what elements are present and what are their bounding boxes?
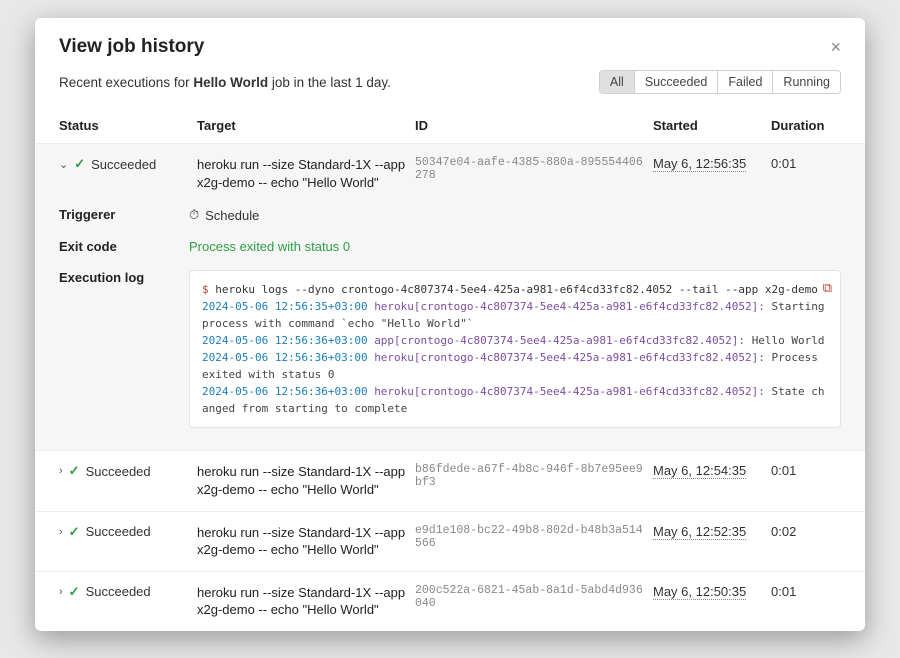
id-cell: 200c522a-6821-45ab-8a1d-5abd4d936040 [415, 584, 645, 610]
started-cell: May 6, 12:54:35 [653, 463, 746, 479]
execution-log-label: Execution log [59, 270, 189, 285]
subhead-prefix: Recent executions for [59, 75, 193, 90]
log-line: 2024-05-06 12:56:36+03:00 heroku[crontog… [202, 349, 828, 383]
col-started: Started [653, 118, 763, 133]
stopwatch-icon: ⏱ [189, 207, 199, 223]
target-cell: heroku run --size Standard-1X --app x2g-… [197, 463, 407, 498]
status-text: Succeeded [91, 157, 156, 172]
target-cell: heroku run --size Standard-1X --app x2g-… [197, 524, 407, 559]
copy-icon[interactable]: ⧉ [823, 279, 832, 299]
log-lines: 2024-05-06 12:56:35+03:00 heroku[crontog… [202, 298, 828, 417]
check-icon: ✓ [69, 463, 80, 479]
job-name: Hello World [193, 75, 268, 90]
log-command: $ heroku logs --dyno crontogo-4c807374-5… [202, 281, 828, 298]
duration-cell: 0:01 [771, 463, 851, 478]
status-text: Succeeded [86, 464, 151, 479]
execution-log: ⧉ $ heroku logs --dyno crontogo-4c807374… [189, 270, 841, 428]
table-row: › ✓ Succeeded heroku run --size Standard-1… [35, 511, 865, 571]
exit-code-value: Process exited with status 0 [189, 239, 841, 254]
filter-tab-failed[interactable]: Failed [718, 71, 773, 93]
prompt-dollar: $ [202, 283, 215, 296]
filter-tabs: All Succeeded Failed Running [599, 70, 841, 94]
subhead-text: Recent executions for Hello World job in… [59, 75, 391, 90]
subhead-suffix: job in the last 1 day. [268, 75, 391, 90]
modal-header: View job history × [35, 18, 865, 62]
id-cell: b86fdede-a67f-4b8c-946f-8b7e95ee9bf3 [415, 463, 645, 489]
id-cell: e9d1e108-bc22-49b8-802d-b48b3a514566 [415, 524, 645, 550]
log-command-text: heroku logs --dyno crontogo-4c807374-5ee… [215, 283, 818, 296]
check-icon: ✓ [74, 156, 85, 172]
filter-tab-running[interactable]: Running [773, 71, 840, 93]
started-cell: May 6, 12:52:35 [653, 524, 746, 540]
status-text: Succeeded [86, 524, 151, 539]
check-icon: ✓ [69, 524, 80, 540]
table-row: › ✓ Succeeded heroku run --size Standard-1… [35, 450, 865, 510]
col-status: Status [59, 118, 189, 133]
collapsed-rows: › ✓ Succeeded heroku run --size Standard-1… [35, 450, 865, 631]
col-id: ID [415, 118, 645, 133]
status-cell: ⌄ ✓ Succeeded [59, 156, 189, 172]
table-row: ⌄ ✓ Succeeded heroku run --size Standard… [35, 144, 865, 199]
status-text: Succeeded [86, 584, 151, 599]
col-duration: Duration [771, 118, 851, 133]
duration-cell: 0:01 [771, 584, 851, 599]
log-line: 2024-05-06 12:56:36+03:00 heroku[crontog… [202, 383, 828, 417]
duration-cell: 0:01 [771, 156, 851, 171]
id-cell: 50347e04-aafe-4385-880a-895554406278 [415, 156, 645, 182]
filter-tab-succeeded[interactable]: Succeeded [635, 71, 719, 93]
started-cell: May 6, 12:50:35 [653, 584, 746, 600]
close-icon[interactable]: × [830, 37, 841, 58]
filter-tab-all[interactable]: All [600, 71, 635, 93]
started-cell: May 6, 12:56:35 [653, 156, 746, 172]
job-table: Status Target ID Started Duration ⌄ ✓ Su… [35, 108, 865, 631]
triggerer-value: ⏱ Schedule [189, 207, 841, 223]
row-detail: Triggerer ⏱ Schedule Exit code Process e… [35, 199, 865, 450]
table-header: Status Target ID Started Duration [35, 108, 865, 144]
triggerer-label: Triggerer [59, 207, 189, 222]
chevron-down-icon[interactable]: ⌄ [59, 158, 68, 171]
modal-title: View job history [59, 36, 204, 58]
subhead-row: Recent executions for Hello World job in… [35, 62, 865, 108]
chevron-right-icon[interactable]: › [59, 526, 63, 538]
log-line: 2024-05-06 12:56:36+03:00 app[crontogo-4… [202, 332, 828, 349]
duration-cell: 0:02 [771, 524, 851, 539]
exit-code-label: Exit code [59, 239, 189, 254]
triggerer-text: Schedule [205, 208, 259, 223]
log-line: 2024-05-06 12:56:35+03:00 heroku[crontog… [202, 298, 828, 332]
col-target: Target [197, 118, 407, 133]
job-history-modal: View job history × Recent executions for… [35, 18, 865, 631]
table-row: › ✓ Succeeded heroku run --size Standard-1… [35, 571, 865, 631]
target-cell: heroku run --size Standard-1X --app x2g-… [197, 584, 407, 619]
chevron-right-icon[interactable]: › [59, 465, 63, 477]
chevron-right-icon[interactable]: › [59, 586, 63, 598]
check-icon: ✓ [69, 584, 80, 600]
target-cell: heroku run --size Standard-1X --app x2g-… [197, 156, 407, 191]
